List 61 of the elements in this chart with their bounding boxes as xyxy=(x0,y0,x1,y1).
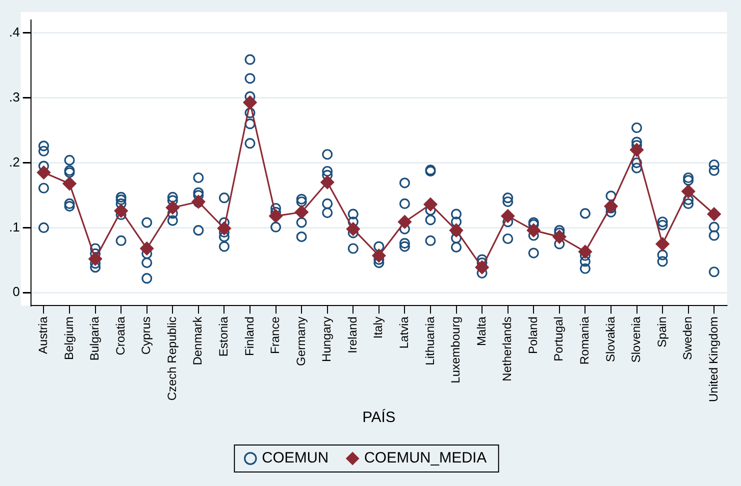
point xyxy=(501,209,515,223)
x-tick-label: Latvia xyxy=(397,316,412,349)
x-tick-label: Romania xyxy=(578,316,592,365)
point xyxy=(630,143,644,157)
point xyxy=(268,209,283,223)
point xyxy=(424,198,438,212)
x-tick-label: Croatia xyxy=(113,316,128,356)
x-tick-label: United Kingdom xyxy=(706,316,720,402)
point xyxy=(114,204,128,218)
point xyxy=(294,205,308,219)
point xyxy=(552,230,566,244)
x-tick-label: Netherlands xyxy=(500,316,514,382)
point xyxy=(707,207,721,221)
point xyxy=(217,222,232,236)
point xyxy=(140,242,154,256)
y-tick-label: .1 xyxy=(9,219,20,234)
legend-label: COEMUN xyxy=(262,450,329,467)
y-tick-label: .3 xyxy=(9,89,20,104)
point xyxy=(166,200,180,214)
point xyxy=(372,248,386,262)
point xyxy=(320,175,334,190)
point xyxy=(604,200,618,214)
x-tick-label: Lithuania xyxy=(422,316,437,366)
x-tick-label: Bulgaria xyxy=(88,316,102,361)
point xyxy=(88,252,102,266)
point xyxy=(192,194,206,209)
point xyxy=(682,184,696,198)
x-tick-label: Sweden xyxy=(680,316,695,360)
x-tick-label: Belgium xyxy=(62,316,76,360)
x-tick-label: Luxembourg xyxy=(448,316,463,384)
x-tick-label: Austria xyxy=(36,316,50,354)
x-tick-label: Germany xyxy=(294,316,308,366)
x-tick-label: Cyprus xyxy=(139,316,154,355)
point xyxy=(243,96,257,110)
x-tick-label: Czech Republic xyxy=(164,316,179,401)
x-tick-label: France xyxy=(268,316,282,354)
x-tick-label: Ireland xyxy=(345,316,360,354)
point xyxy=(346,222,360,236)
x-tick-label: Estonia xyxy=(216,316,231,357)
x-axis-title: PAÍS xyxy=(362,408,396,426)
point xyxy=(578,244,592,259)
x-tick-label: Malta xyxy=(474,316,488,346)
y-tick-label: 0 xyxy=(12,284,20,300)
y-tick-label: .2 xyxy=(9,154,20,170)
x-tick-label: Spain xyxy=(654,316,669,348)
point xyxy=(526,224,540,238)
x-tick-label: Finland xyxy=(242,316,256,356)
x-tick-label: Slovakia xyxy=(603,316,618,362)
x-tick-label: Denmark xyxy=(190,316,205,366)
point xyxy=(36,166,51,180)
x-tick-label: Portugal xyxy=(552,316,566,362)
legend-label: COEMUN_MEDIA xyxy=(364,450,487,467)
point xyxy=(398,215,412,229)
x-tick-label: Italy xyxy=(371,316,386,339)
point xyxy=(475,260,489,274)
y-tick-label: .4 xyxy=(9,24,20,40)
x-tick-label: Slovenia xyxy=(629,316,644,363)
point xyxy=(656,237,670,251)
x-tick-label: Hungary xyxy=(320,316,334,362)
point xyxy=(62,176,76,190)
x-tick-label: Poland xyxy=(526,316,540,354)
